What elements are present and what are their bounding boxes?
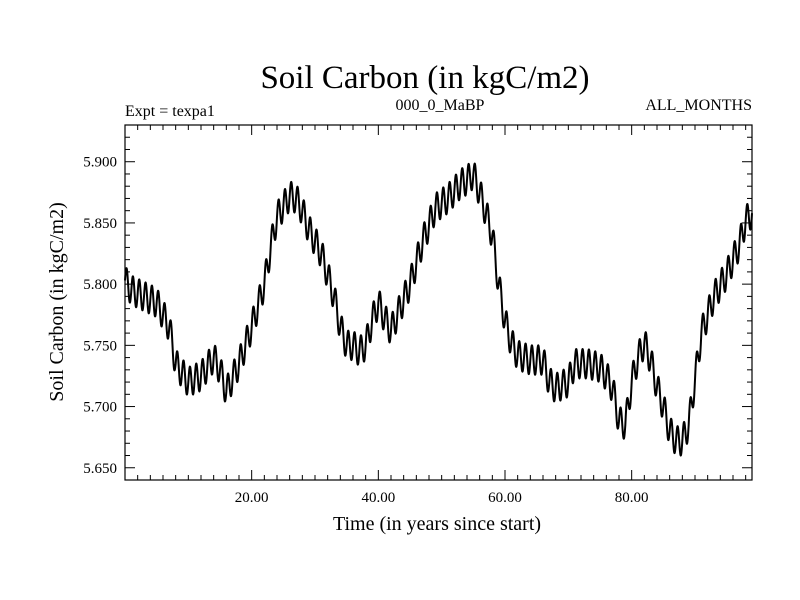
plot-frame	[124, 124, 753, 481]
y-tick-label: 5.750	[83, 338, 117, 354]
period-label: 000_0_MaBP	[396, 97, 485, 114]
months-label: ALL_MONTHS	[645, 97, 752, 114]
x-tick-label: 60.00	[488, 490, 522, 506]
chart-title: Soil Carbon (in kgC/m2)	[260, 60, 589, 96]
y-tick-label: 5.900	[83, 155, 117, 171]
y-tick-label: 5.700	[83, 400, 117, 416]
y-tick-label: 5.650	[83, 461, 117, 477]
plot-area: 20.00 40.00 60.00 80.00 5.650 5.700 5.750 5.800…	[83, 124, 753, 506]
x-axis-label: Time (in years since start)	[333, 513, 541, 535]
y-tick-label: 5.800	[83, 277, 117, 293]
soil-carbon-series-line	[124, 162, 753, 457]
x-tick-label: 40.00	[361, 490, 395, 506]
x-tick-label: 20.00	[235, 490, 269, 506]
y-tick-label: 5.850	[83, 216, 117, 232]
experiment-label: Expt = texpa1	[125, 103, 215, 120]
y-axis-label: Soil Carbon (in kgC/m2)	[46, 202, 68, 401]
x-tick-label: 80.00	[615, 490, 649, 506]
